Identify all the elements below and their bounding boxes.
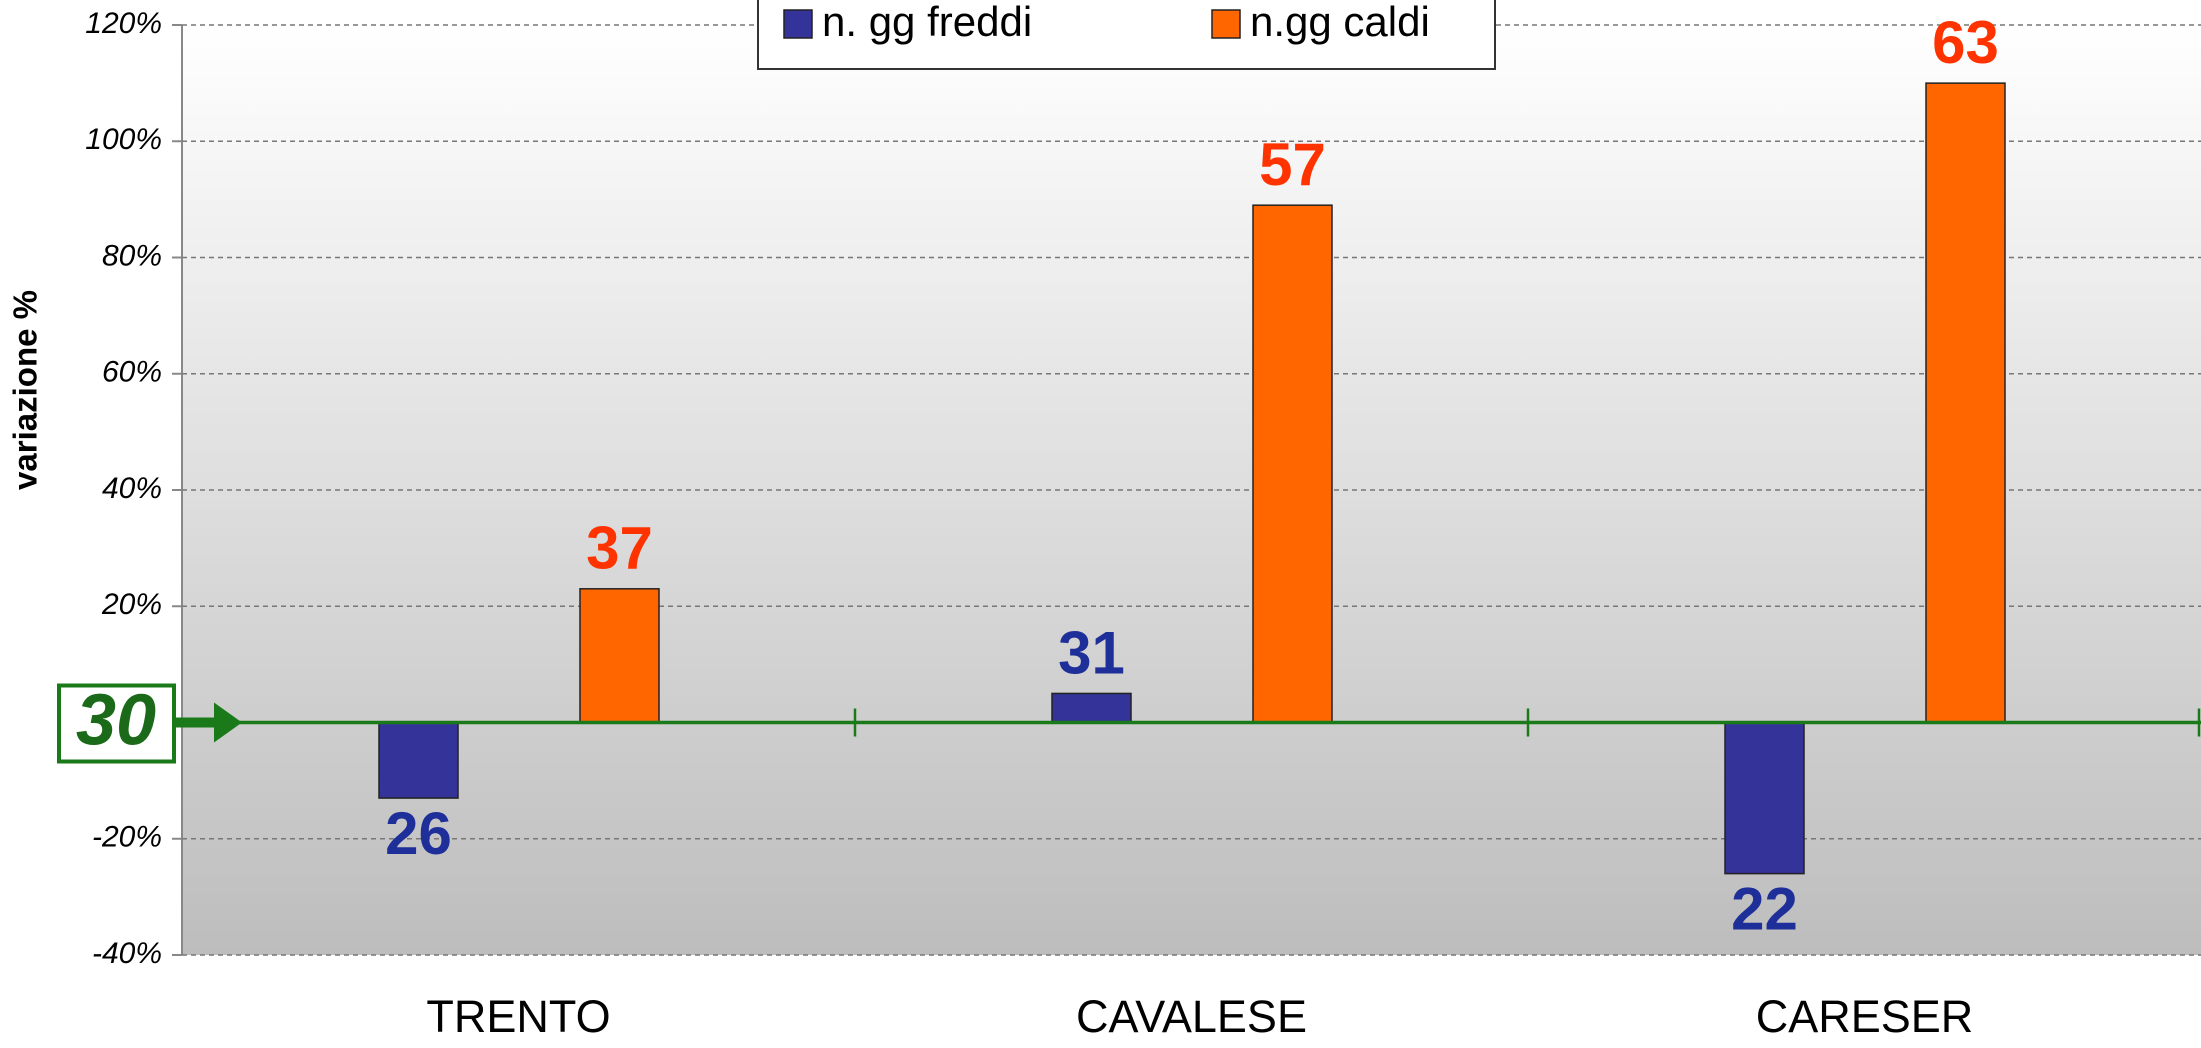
reference-label: 30 [76, 681, 156, 761]
y-tick-label: -20% [92, 821, 162, 854]
legend-label: n.gg caldi [1250, 0, 1430, 45]
data-label: 63 [1932, 9, 1999, 76]
bar [1724, 721, 1805, 875]
bar [579, 588, 660, 724]
legend-swatch [783, 9, 813, 39]
legend-swatch [1211, 9, 1241, 39]
bar [1252, 204, 1333, 724]
y-tick-label: 120% [85, 7, 162, 40]
y-tick-label: -40% [92, 937, 162, 970]
data-label: 26 [385, 800, 452, 867]
y-tick-label: 20% [101, 588, 162, 621]
y-tick-label: 80% [102, 239, 162, 272]
data-label: 22 [1731, 875, 1798, 942]
reference-box [57, 683, 176, 764]
y-axis-title: variazione % [7, 290, 44, 490]
y-tick-label: 40% [102, 472, 162, 505]
bar [378, 721, 459, 799]
data-label: 31 [1058, 619, 1125, 686]
x-tick-label: CAVALESE [1076, 991, 1307, 1042]
legend-box [757, 0, 1496, 70]
bar [1051, 692, 1132, 724]
data-label: 57 [1259, 131, 1326, 198]
legend-label: n. gg freddi [822, 0, 1032, 45]
x-tick-label: TRENTO [426, 991, 610, 1042]
x-tick-label: CARESER [1756, 991, 1974, 1042]
reference-arrowhead [214, 702, 242, 743]
bar [1925, 82, 2006, 724]
data-label: 37 [586, 515, 653, 582]
y-tick-label: 100% [85, 123, 162, 156]
y-tick-label: 60% [102, 356, 162, 389]
